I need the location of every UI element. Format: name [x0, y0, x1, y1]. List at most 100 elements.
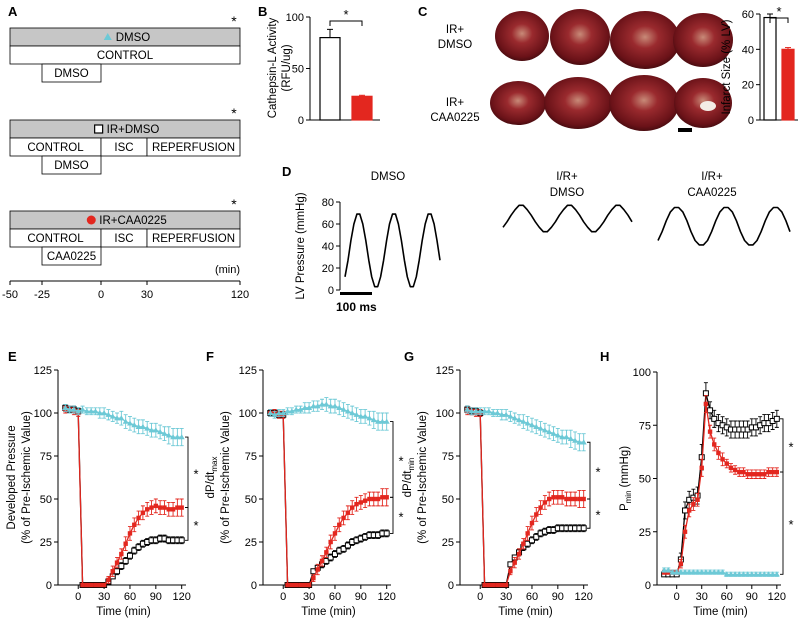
y-tick-label: 50 [245, 494, 257, 506]
marker [542, 500, 548, 505]
y-tick-label: 50 [639, 474, 651, 486]
y-tick-label: 50 [292, 64, 304, 76]
x-tick-label: 30 [696, 591, 708, 603]
phase-label: REPERFUSION [152, 142, 235, 154]
axis-label-part: dP/dt [402, 470, 414, 498]
marker [170, 434, 177, 440]
marker [166, 507, 171, 512]
significance-bracket [329, 20, 363, 26]
marker [682, 507, 689, 514]
marker [749, 472, 754, 477]
y-tick-label: 75 [245, 451, 257, 463]
marker [490, 410, 497, 416]
marker [707, 429, 713, 434]
axis-label-part: dP/dt [205, 471, 217, 499]
y-tick-label: 0 [298, 115, 304, 127]
significance-mark: * [343, 7, 348, 22]
significance-mark: * [231, 13, 237, 29]
marker [490, 582, 496, 588]
marker [162, 505, 167, 510]
marker [516, 416, 523, 423]
marker [495, 582, 500, 588]
marker [481, 408, 488, 414]
heart-slice [673, 13, 733, 67]
y-tick-label: 20 [322, 263, 334, 275]
y-axis-label: (% of Pre-Ischemic Value) [417, 411, 429, 544]
treatment-box [41, 246, 102, 266]
marker [464, 406, 471, 412]
marker [766, 469, 771, 475]
marker [727, 571, 734, 577]
phase-box [9, 45, 241, 65]
marker [563, 434, 570, 440]
marker [83, 408, 90, 414]
marker [773, 571, 780, 577]
phase-label: ISC [114, 233, 133, 245]
marker [686, 569, 693, 575]
significance-bracket [390, 421, 394, 498]
marker [157, 428, 164, 435]
marker [567, 435, 574, 441]
marker [126, 552, 133, 559]
marker [507, 413, 514, 419]
significance-mark: * [398, 453, 403, 468]
heart-slice [609, 75, 679, 131]
marker [533, 423, 540, 429]
significance-bracket [587, 441, 591, 500]
x-tick-label: 0 [477, 591, 483, 603]
marker [774, 469, 780, 475]
marker [572, 437, 579, 443]
marker [507, 561, 514, 568]
marker [521, 541, 526, 546]
y-tick-label: 50 [442, 494, 454, 506]
marker [576, 439, 583, 445]
marker [145, 507, 150, 512]
y-tick-label: 25 [245, 537, 257, 549]
axis-label-part: Developed Pressure [6, 425, 18, 529]
marker [550, 430, 557, 436]
marker [179, 505, 184, 510]
heart-lumen [700, 101, 716, 111]
marker [537, 425, 544, 431]
marker [293, 582, 299, 588]
marker [732, 571, 739, 577]
marker [669, 569, 676, 575]
marker [554, 432, 561, 438]
marker [118, 415, 125, 421]
x-tick-label: 90 [552, 591, 564, 603]
treatment-label: DMSO [54, 160, 89, 172]
marker [559, 434, 566, 440]
marker [157, 505, 163, 510]
marker [380, 495, 385, 500]
marker [581, 496, 586, 502]
panel-label: A [8, 4, 18, 19]
condition-icon [94, 124, 104, 134]
marker [80, 582, 85, 588]
marker [383, 418, 390, 424]
panel-label: F [206, 349, 214, 364]
marker [524, 420, 531, 426]
marker [520, 418, 527, 424]
marker [323, 401, 330, 407]
marker [682, 569, 689, 575]
marker [275, 410, 282, 416]
marker [773, 415, 780, 422]
trace-label: DMSO [371, 171, 406, 183]
y-tick-label: 100 [436, 408, 454, 420]
y-axis-label: LV Pressure (mmHg) [295, 192, 307, 299]
marker [140, 510, 146, 515]
significance-mark: * [193, 466, 198, 481]
marker [568, 496, 573, 502]
significance-bracket [587, 498, 591, 529]
phase-label: ISC [114, 142, 133, 154]
marker [271, 411, 278, 417]
marker [280, 410, 287, 416]
marker [503, 411, 510, 417]
marker [383, 530, 390, 537]
significance-mark: * [231, 105, 237, 121]
time-tick-label: 30 [141, 289, 153, 301]
treatment-box [41, 63, 102, 83]
x-tick-label: 0 [280, 591, 286, 603]
marker [546, 428, 553, 435]
